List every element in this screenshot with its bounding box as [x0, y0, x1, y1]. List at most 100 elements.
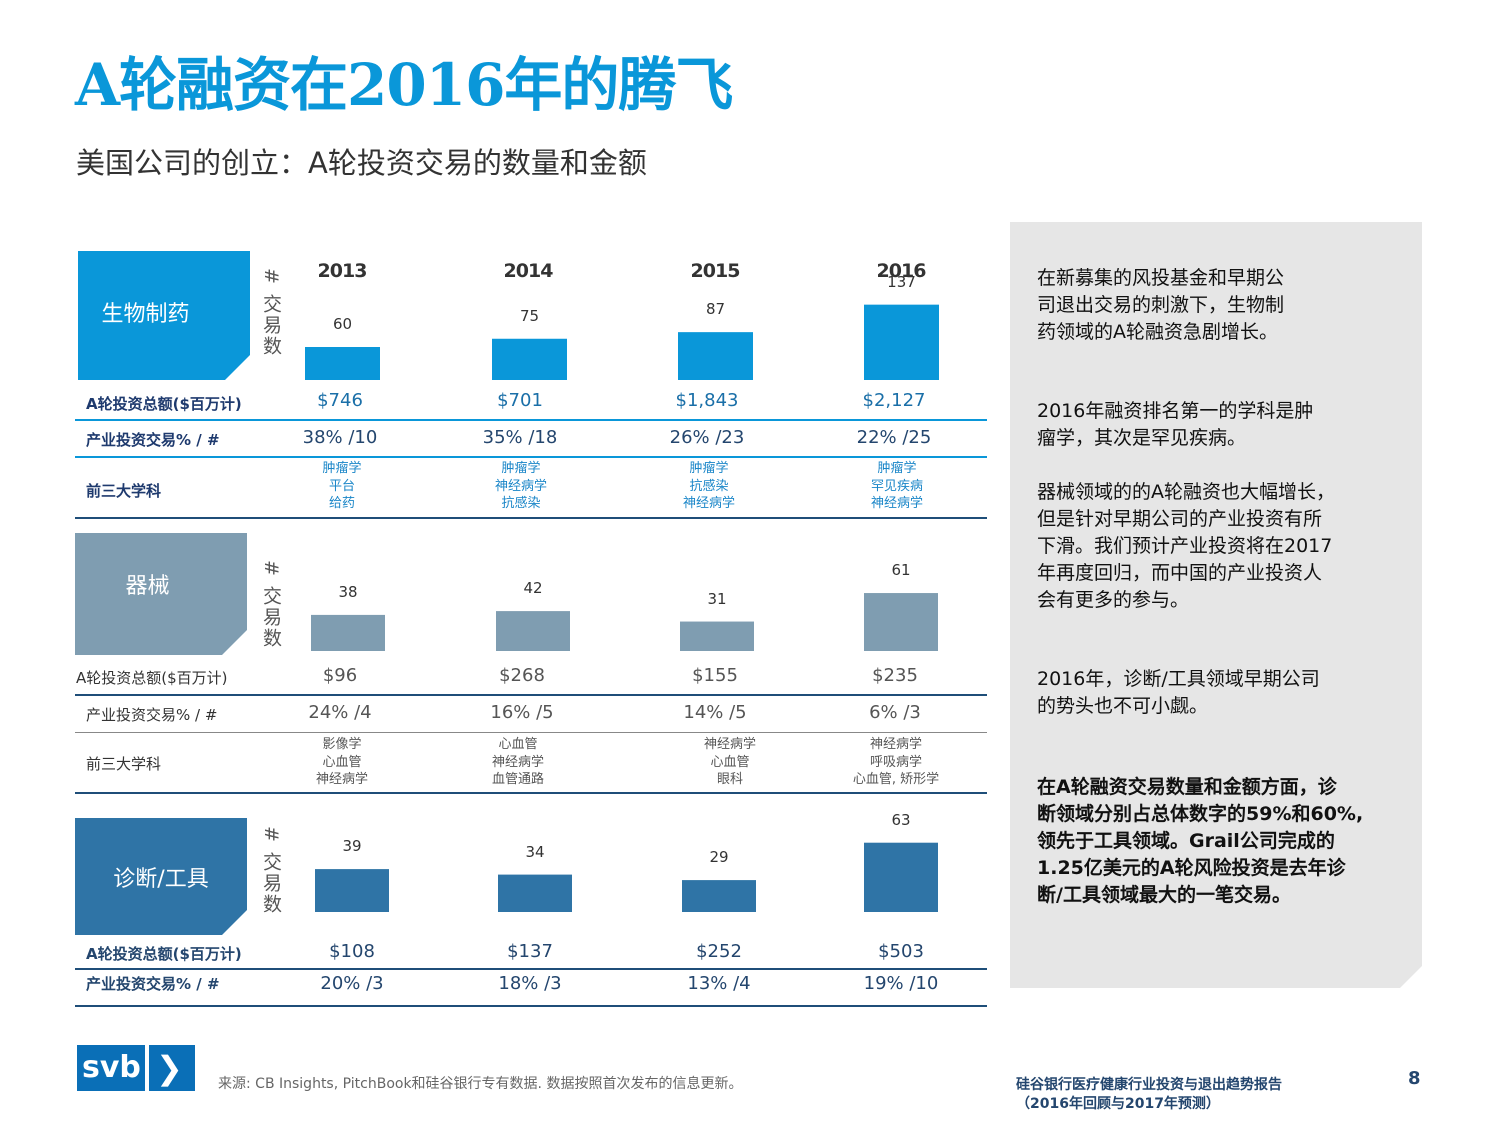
- svb-logo-text: svb: [82, 1050, 141, 1085]
- corporate-cell: 16% /5: [490, 702, 554, 723]
- divider: [75, 792, 987, 794]
- divider: [75, 968, 987, 970]
- amount-cell: $108: [329, 941, 375, 962]
- commentary-paragraph: 2016年融资排名第一的学科是肿 瘤学，其次是罕见疾病。: [1037, 400, 1314, 449]
- divider: [75, 517, 987, 519]
- bar-count-label: 34: [525, 842, 545, 861]
- subjects-cell: 心血管 神经病学 血管通路: [491, 737, 544, 787]
- bar-2016: [864, 842, 938, 912]
- row-label-corporate: 产业投资交易% / #: [86, 706, 218, 724]
- row-label-amount: A轮投资总额($百万计): [76, 669, 228, 687]
- corporate-cell: 22% /25: [856, 427, 932, 448]
- page-title: A轮融资在2016年的腾飞: [75, 51, 733, 119]
- bar-count-label: 63: [891, 810, 911, 829]
- subjects-cell: 神经病学 心血管 眼科: [703, 737, 756, 787]
- logo-separator: [145, 1045, 149, 1091]
- chevron-right-icon: ❯: [156, 1049, 183, 1087]
- corporate-cell: 20% /3: [320, 973, 384, 994]
- row-label-subjects: 前三大学科: [86, 482, 162, 500]
- amount-cell: $1,843: [675, 390, 739, 411]
- divider: [75, 732, 987, 733]
- subjects-cell: 肿瘤学 抗感染 神经病学: [682, 461, 735, 511]
- row-label-amount: A轮投资总额($百万计): [86, 945, 242, 963]
- bar-group-biopharma: [305, 304, 939, 380]
- subjects-cell: 肿瘤学 神经病学 抗感染: [494, 461, 547, 511]
- subjects-cell: 肿瘤学 平台 给药: [322, 461, 362, 511]
- divider: [75, 1005, 987, 1007]
- panel-fold-corner: [1400, 966, 1422, 988]
- svb-logo: [77, 1045, 195, 1091]
- page-number: 8: [1408, 1068, 1421, 1089]
- divider: [75, 694, 987, 696]
- year-label: 2014: [503, 260, 554, 282]
- corporate-cell: 26% /23: [669, 427, 745, 448]
- bar-2015: [678, 332, 753, 380]
- subjects-cell: 神经病学 呼吸病学 心血管, 矫形学: [852, 737, 940, 787]
- amount-cell: $235: [872, 665, 918, 686]
- amount-cell: $503: [878, 941, 924, 962]
- commentary-paragraph: 在新募集的风投基金和早期公 司退出交易的刺激下，生物制 药领域的A轮融资急剧增长。: [1037, 267, 1285, 343]
- sector-box-dx: [75, 818, 247, 935]
- commentary-paragraph: 2016年，诊断/工具领域早期公司 的势头也不可小觑。: [1037, 668, 1320, 717]
- subjects-cell: 肿瘤学 罕见疾病 神经病学: [870, 461, 923, 511]
- corporate-cell: 35% /18: [482, 427, 558, 448]
- bar-2014: [498, 874, 572, 912]
- divider: [75, 419, 987, 421]
- bar-group-dx: [315, 842, 938, 912]
- sector-box-device: [75, 533, 247, 655]
- bar-2014: [492, 338, 567, 380]
- report-title: 硅谷银行医疗健康行业投资与退出趋势报告: [1016, 1077, 1282, 1093]
- bar-2015: [680, 621, 754, 651]
- chart-canvas: [75, 251, 939, 935]
- bar-group-device: [311, 593, 938, 651]
- bar-count-label: 29: [709, 848, 729, 867]
- bar-count-label: 137: [887, 272, 916, 291]
- amount-cell: $252: [696, 941, 742, 962]
- row-label-corporate: 产业投资交易% / #: [86, 975, 220, 993]
- corporate-cell: 6% /3: [869, 702, 921, 723]
- amount-cell: $96: [322, 665, 358, 686]
- amount-cell: $268: [499, 665, 545, 686]
- page-subtitle: 美国公司的创立：A轮投资交易的数量和金额: [76, 146, 647, 180]
- year-label: 2013: [317, 260, 368, 282]
- corporate-cell: 14% /5: [683, 702, 747, 723]
- commentary-panel: [1010, 222, 1422, 988]
- year-label: 2015: [690, 260, 741, 282]
- bar-2013: [315, 869, 389, 912]
- amount-cell: $746: [317, 390, 363, 411]
- corporate-cell: 18% /3: [498, 973, 562, 994]
- sector-name-biopharma: 生物制药: [101, 302, 190, 327]
- commentary-paragraph: 器械领域的的A轮融资也大幅增长， 但是针对早期公司的产业投资有所 下滑。我们预计产业…: [1037, 481, 1335, 611]
- bar-count-label: 61: [891, 561, 911, 580]
- amount-cell: $155: [692, 665, 738, 686]
- bar-2016: [864, 304, 939, 380]
- bar-count-label: 75: [519, 306, 540, 325]
- corporate-cell: 38% /10: [302, 427, 378, 448]
- axis-label-device: # 交易数: [260, 560, 282, 649]
- axis-label-biopharma: # 交易数: [260, 268, 282, 357]
- sector-name-dx: 诊断/工具: [113, 866, 209, 892]
- bar-2016: [864, 593, 938, 651]
- bar-count-label: 31: [707, 589, 727, 608]
- bar-2014: [496, 611, 570, 651]
- corporate-cell: 19% /10: [863, 973, 939, 994]
- report-subtitle: （2016年回顾与2017年预测）: [1016, 1096, 1220, 1112]
- bar-count-label: 60: [332, 315, 353, 333]
- commentary-paragraph: 在A轮融资交易数量和金额方面，诊 断领域分别占总体数字的59%和60%, 领先于工具…: [1037, 776, 1364, 906]
- bar-count-label: 87: [705, 300, 726, 319]
- axis-label-dx: # 交易数: [260, 826, 282, 915]
- amount-cell: $701: [497, 390, 543, 411]
- bar-2013: [311, 614, 385, 651]
- corporate-cell: 13% /4: [687, 973, 751, 994]
- subjects-cell: 影像学 心血管 神经病学: [315, 737, 368, 787]
- bar-count-label: 39: [342, 837, 362, 856]
- row-label-corporate: 产业投资交易% / #: [86, 431, 220, 449]
- bar-2013: [305, 347, 380, 380]
- row-label-amount: A轮投资总额($百万计): [86, 395, 242, 413]
- amount-cell: $137: [507, 941, 553, 962]
- row-label-subjects: 前三大学科: [86, 755, 162, 773]
- bar-2015: [682, 880, 756, 912]
- amount-cell: $2,127: [862, 390, 926, 411]
- corporate-cell: 24% /4: [308, 702, 372, 723]
- bar-count-label: 38: [338, 582, 358, 601]
